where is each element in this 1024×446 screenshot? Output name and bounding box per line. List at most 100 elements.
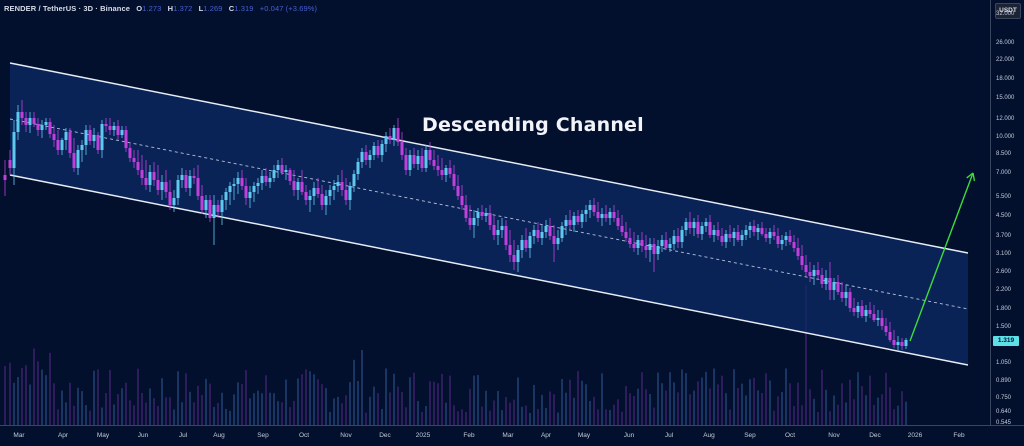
candle[interactable]	[136, 150, 140, 175]
candle[interactable]	[748, 222, 752, 238]
candle[interactable]	[736, 225, 740, 242]
candle[interactable]	[528, 232, 532, 258]
candle[interactable]	[536, 222, 540, 242]
candle[interactable]	[412, 148, 416, 168]
candle[interactable]	[312, 182, 316, 205]
candle[interactable]	[636, 235, 640, 255]
candle[interactable]	[632, 232, 636, 252]
chart-annotation-title[interactable]: Descending Channel	[422, 114, 644, 136]
candle[interactable]	[764, 228, 768, 242]
candle[interactable]	[660, 235, 664, 252]
candle[interactable]	[552, 225, 556, 262]
candle[interactable]	[608, 208, 612, 225]
candle[interactable]	[120, 126, 124, 138]
candle[interactable]	[692, 218, 696, 236]
symbol-label[interactable]: RENDER / TetherUS · 3D · Binance	[4, 4, 130, 13]
candle[interactable]	[144, 160, 148, 190]
candle[interactable]	[336, 175, 340, 192]
currency-button[interactable]: USDT	[995, 3, 1021, 19]
candle[interactable]	[756, 224, 760, 240]
candle[interactable]	[128, 142, 132, 162]
candle[interactable]	[448, 160, 452, 178]
candle[interactable]	[508, 230, 512, 262]
channel-upper-line[interactable]	[9, 62, 969, 254]
candle[interactable]	[56, 130, 60, 155]
candle[interactable]	[544, 220, 548, 238]
candle[interactable]	[548, 218, 552, 240]
candle[interactable]	[72, 138, 76, 172]
candle[interactable]	[808, 262, 812, 282]
candle[interactable]	[212, 195, 216, 245]
candle[interactable]	[840, 282, 844, 302]
candle[interactable]	[792, 235, 796, 252]
candle[interactable]	[200, 185, 204, 214]
candle[interactable]	[64, 128, 68, 150]
candle[interactable]	[204, 195, 208, 218]
candle[interactable]	[900, 338, 904, 350]
candle[interactable]	[864, 305, 868, 322]
projection-arrow[interactable]	[909, 172, 976, 342]
candle[interactable]	[404, 148, 408, 175]
time-axis[interactable]	[0, 425, 1024, 446]
candle[interactable]	[484, 208, 488, 222]
candle[interactable]	[476, 208, 480, 226]
candle[interactable]	[776, 228, 780, 248]
candle[interactable]	[360, 148, 364, 168]
candle[interactable]	[584, 205, 588, 222]
candle[interactable]	[496, 220, 500, 245]
candle[interactable]	[116, 120, 120, 140]
candle[interactable]	[392, 125, 396, 146]
candle[interactable]	[244, 178, 248, 205]
candle[interactable]	[48, 118, 52, 138]
candle[interactable]	[296, 178, 300, 200]
candle[interactable]	[836, 275, 840, 295]
candle[interactable]	[708, 215, 712, 238]
candle[interactable]	[292, 170, 296, 196]
candle[interactable]	[248, 186, 252, 208]
candle[interactable]	[600, 208, 604, 226]
candle[interactable]	[760, 222, 764, 236]
candle[interactable]	[532, 225, 536, 244]
candle[interactable]	[384, 132, 388, 152]
candle[interactable]	[788, 230, 792, 245]
candle[interactable]	[604, 205, 608, 222]
candle[interactable]	[16, 105, 20, 140]
candle[interactable]	[400, 132, 404, 160]
candle[interactable]	[3, 160, 7, 196]
candle[interactable]	[148, 165, 152, 192]
candle[interactable]	[500, 218, 504, 238]
candle[interactable]	[368, 150, 372, 168]
candle[interactable]	[32, 112, 36, 127]
candle[interactable]	[416, 150, 420, 170]
candle[interactable]	[576, 210, 580, 225]
candle[interactable]	[104, 118, 108, 132]
candle[interactable]	[192, 168, 196, 184]
candle[interactable]	[284, 165, 288, 180]
candle[interactable]	[524, 228, 528, 252]
price-axis[interactable]	[990, 0, 1024, 425]
candle[interactable]	[304, 185, 308, 205]
candle[interactable]	[188, 170, 192, 196]
candle[interactable]	[320, 185, 324, 210]
candle[interactable]	[96, 132, 100, 154]
candle[interactable]	[152, 162, 156, 186]
candle[interactable]	[224, 188, 228, 210]
candle[interactable]	[560, 222, 564, 242]
candle[interactable]	[592, 198, 596, 216]
candle[interactable]	[80, 140, 84, 162]
candle[interactable]	[216, 200, 220, 218]
candle[interactable]	[892, 330, 896, 348]
candle[interactable]	[648, 238, 652, 262]
candle[interactable]	[588, 200, 592, 218]
candle[interactable]	[28, 112, 32, 133]
candle[interactable]	[208, 195, 212, 222]
candle[interactable]	[628, 228, 632, 248]
candle[interactable]	[268, 172, 272, 188]
candle[interactable]	[348, 182, 352, 210]
candle[interactable]	[232, 178, 236, 200]
candle[interactable]	[112, 122, 116, 136]
candle[interactable]	[460, 185, 464, 210]
candle[interactable]	[340, 170, 344, 196]
candle[interactable]	[132, 150, 136, 168]
